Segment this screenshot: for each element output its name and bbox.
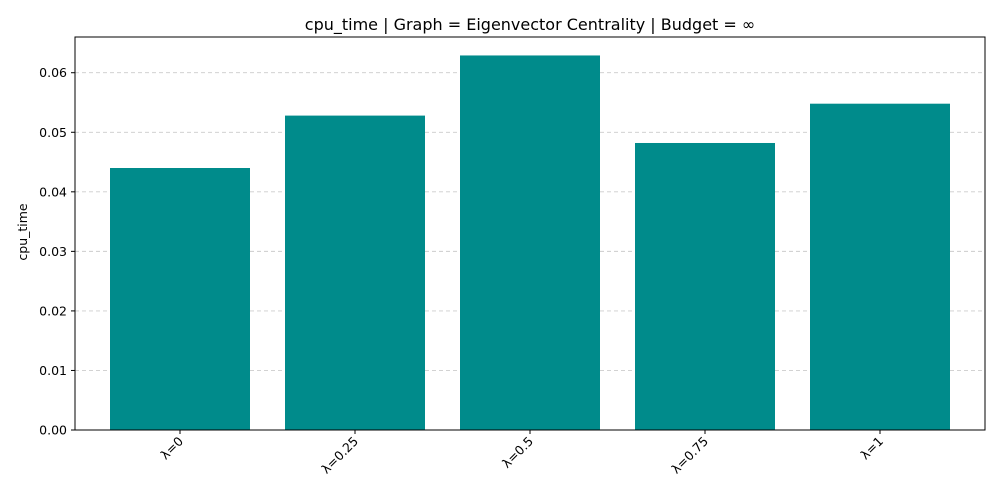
chart-title: cpu_time | Graph = Eigenvector Centralit…: [305, 15, 755, 35]
bar: [460, 55, 600, 430]
x-axis-ticks: λ=0 λ=0.25 λ=0.5 λ=0.75 λ=1: [157, 430, 886, 476]
y-tick-label: 0.02: [39, 303, 67, 318]
y-tick-label: 0.04: [39, 184, 67, 199]
bars: [110, 55, 950, 430]
y-tick-label: 0.03: [39, 244, 67, 259]
y-tick-label: 0.06: [39, 65, 67, 80]
y-axis-label: cpu_time: [15, 203, 30, 261]
y-tick-label: 0.00: [39, 423, 67, 438]
x-tick-label: λ=0.5: [499, 434, 536, 471]
bar: [635, 142, 775, 430]
x-tick-label: λ=0: [157, 433, 186, 462]
bar: [810, 103, 950, 430]
x-tick-label: λ=0.25: [318, 434, 361, 477]
x-tick-label: λ=1: [857, 434, 886, 463]
x-tick-label: λ=0.75: [668, 434, 711, 477]
y-axis-ticks: 0.00 0.01 0.02 0.03 0.04 0.05 0.06: [39, 65, 75, 438]
bar: [285, 115, 425, 430]
y-tick-label: 0.01: [39, 363, 67, 378]
bar: [110, 168, 250, 430]
y-tick-label: 0.05: [39, 125, 67, 140]
